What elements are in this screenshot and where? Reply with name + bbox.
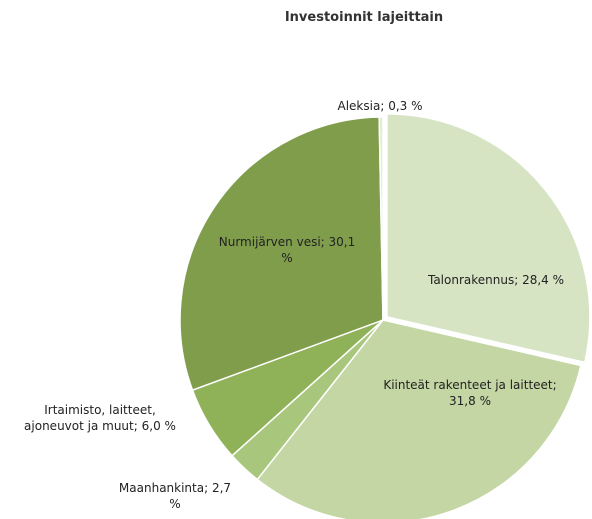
category-name: Aleksia;: [337, 99, 385, 113]
category-name: Kiinteät rakenteet ja laitteet;: [383, 378, 557, 392]
value-label: 6,0 %: [141, 419, 176, 433]
slice-label: Maanhankinta; 2,7 %: [115, 480, 235, 512]
value-label: 28,4 %: [522, 273, 565, 287]
slice-label: Kiinteät rakenteet ja laitteet; 31,8 %: [375, 377, 565, 409]
slice-label: Aleksia; 0,3 %: [300, 98, 460, 114]
category-name: Nurmijärven vesi;: [218, 235, 325, 249]
value-label: 0,3 %: [388, 99, 423, 113]
category-name: Maanhankinta;: [118, 481, 209, 495]
value-label: 30,1 %: [281, 235, 356, 265]
slice-label: Nurmijärven vesi; 30,1 %: [217, 234, 357, 266]
value-label: 2,7 %: [169, 481, 232, 511]
category-name: Talonrakennus;: [427, 273, 519, 287]
pie-slice: [179, 116, 384, 392]
category-name: Irtaimisto, laitteet, ajoneuvot ja muut;: [24, 403, 156, 433]
pie-slice: [378, 116, 384, 321]
value-label: 31,8 %: [449, 394, 491, 408]
chart-title: Investoinnit lajeittain: [284, 10, 444, 25]
pie-slice: [256, 319, 582, 519]
slice-label: Talonrakennus; 28,4 %: [411, 272, 581, 288]
pie-slice: [386, 113, 591, 364]
slice-label: Irtaimisto, laitteet, ajoneuvot ja muut;…: [13, 402, 188, 434]
